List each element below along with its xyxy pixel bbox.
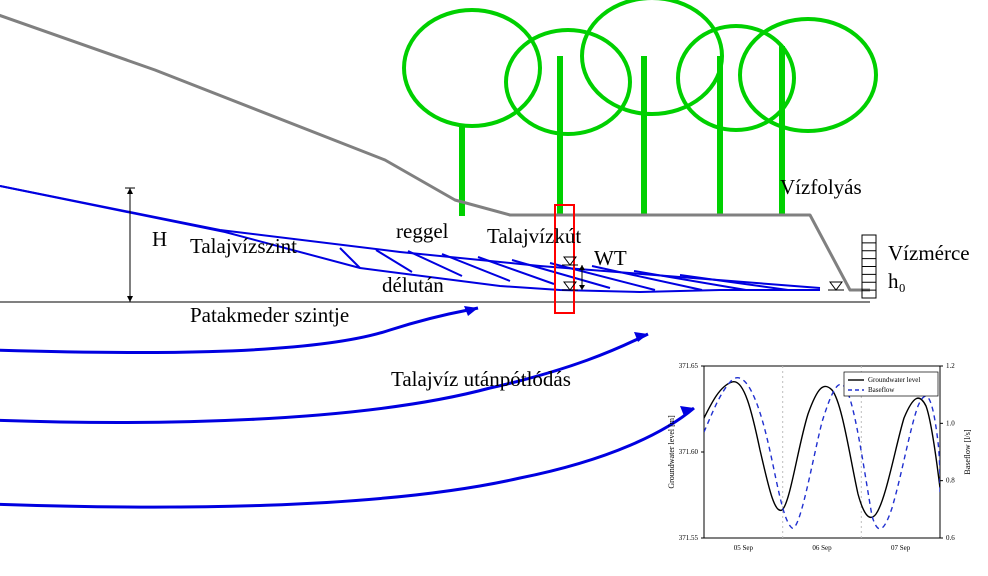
chart-yright-tick: 0.6: [946, 534, 955, 542]
chart-yright-label: Baseflow [l/s]: [963, 429, 972, 474]
height-bracket: [125, 188, 135, 302]
talajvizszint-label: Talajvízszint: [190, 234, 297, 258]
utanpotlodas-label: Talajvíz utánpótlódás: [391, 367, 571, 391]
chart-legend-2: Baseflow: [868, 386, 895, 394]
chart-yright-tick: 1.2: [946, 362, 955, 370]
chart-yright-tick: 0.8: [946, 477, 955, 485]
vizfolyas-label: Vízfolyás: [780, 175, 862, 199]
diagram-canvas: H Talajvízszint reggel délután Talajvízkút WT…: [0, 0, 988, 576]
chart-series-groundwater: [704, 382, 940, 518]
chart-x-tick: 07 Sep: [891, 544, 911, 552]
h0-label: h₀: [888, 269, 906, 293]
chart-legend-1: Groundwater level: [868, 376, 920, 384]
chart-yleft-label: Groundwater level [m]: [667, 415, 676, 489]
patakmeder-label: Patakmeder szintje: [190, 303, 349, 327]
chart-yleft-tick: 371.60: [679, 448, 699, 456]
chart-series-baseflow: [704, 378, 940, 529]
talajvizkut-label: Talajvízkút: [487, 224, 581, 248]
recharge-arrows: [0, 306, 694, 507]
well-box: [555, 205, 574, 313]
wt-bracket: [579, 265, 585, 290]
WT-label: WT: [594, 246, 627, 270]
chart-x-tick: 05 Sep: [734, 544, 754, 552]
timeseries-chart: 371.55 371.60 371.65 0.6 0.8 1.0 1.2 05 Sep 06 S…: [667, 362, 972, 552]
chart-yleft-tick: 371.65: [679, 362, 699, 370]
chart-yright-tick: 1.0: [946, 419, 955, 427]
chart-x-tick: 06 Sep: [812, 544, 832, 552]
chart-yleft-tick: 371.55: [679, 534, 699, 542]
reggel-label: reggel: [396, 219, 449, 243]
delutan-label: délután: [382, 273, 444, 297]
H-label: H: [152, 227, 167, 251]
vizmerce-label: Vízmérce: [888, 241, 970, 265]
